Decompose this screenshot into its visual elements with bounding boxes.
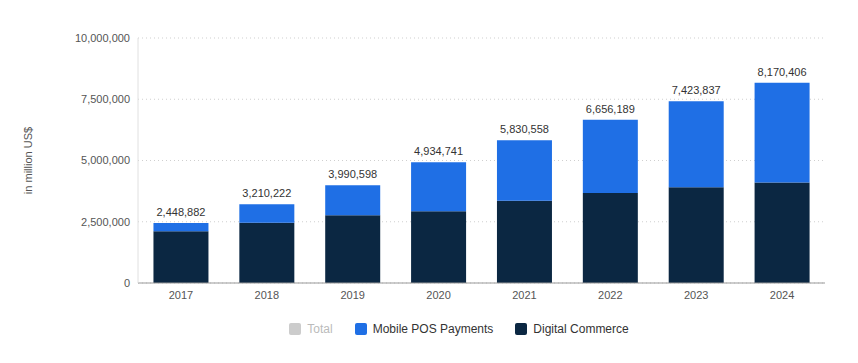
- svg-text:2022: 2022: [598, 289, 622, 301]
- html-text:Mobile POS Payments: Mobile POS Payments: [372, 322, 494, 336]
- svg-text:4,934,741: 4,934,741: [414, 145, 463, 157]
- svg-text:2020: 2020: [426, 289, 450, 301]
- svg-text:2,448,882: 2,448,882: [156, 206, 205, 218]
- svg-text:10,000,000: 10,000,000: [75, 32, 130, 44]
- svg-text:5,000,000: 5,000,000: [81, 154, 130, 166]
- svg-text:5,830,558: 5,830,558: [500, 123, 549, 135]
- svg-text:2023: 2023: [684, 289, 708, 301]
- svg-text:0: 0: [124, 277, 130, 289]
- svg-text:7,500,000: 7,500,000: [81, 93, 130, 105]
- svg-text:3,990,598: 3,990,598: [328, 168, 377, 180]
- svg-text:2024: 2024: [770, 289, 794, 301]
- svg-text:3,210,222: 3,210,222: [242, 187, 291, 199]
- svg-text:7,423,837: 7,423,837: [672, 84, 721, 96]
- svg-text:2019: 2019: [340, 289, 364, 301]
- html-text:Digital Commerce: Digital Commerce: [533, 322, 629, 336]
- svg-text:2017: 2017: [169, 289, 193, 301]
- svg-text:8,170,406: 8,170,406: [758, 66, 807, 78]
- svg-text:2021: 2021: [512, 289, 536, 301]
- svg-text:6,656,189: 6,656,189: [586, 103, 635, 115]
- html-text:Total: Total: [307, 322, 333, 336]
- svg-text:2,500,000: 2,500,000: [81, 216, 130, 228]
- svg-text:in million US$: in million US$: [22, 127, 34, 194]
- svg-text:2018: 2018: [255, 289, 279, 301]
